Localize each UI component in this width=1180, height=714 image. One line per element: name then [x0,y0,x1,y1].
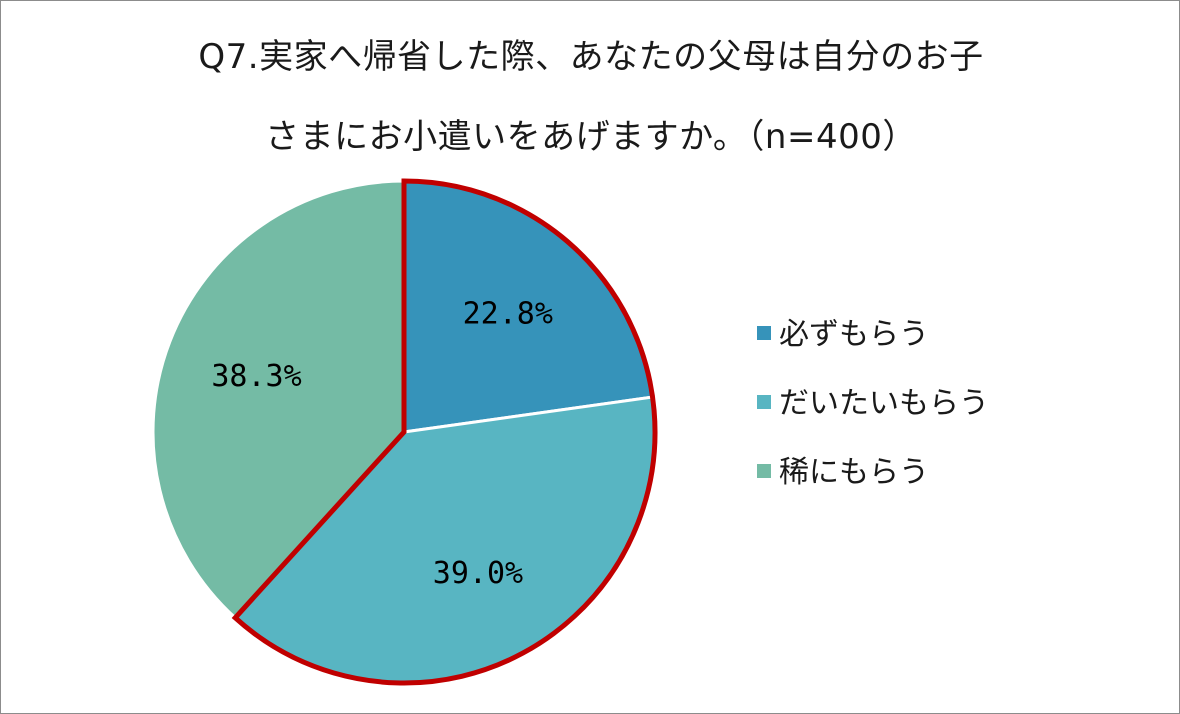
data-labels: 22.8% 39.0% 38.3% [211,297,553,591]
legend-label-2: だいたいもらう [779,386,989,421]
legend-label-3: 稀にもらう [779,455,929,490]
legend-swatch-1 [757,326,771,340]
chart-title-line-1: Q7.実家へ帰省した際、あなたの父母は自分のお子 [198,37,984,77]
highlight-outline-path [231,178,658,686]
legend-swatch-2 [757,395,771,409]
data-label-3: 38.3% [211,359,301,394]
data-label-2: 39.0% [433,556,523,591]
legend-label-1: 必ずもらう [779,317,929,352]
data-label-1: 22.8% [463,297,553,332]
chart-title-line-2: さまにお小遣いをあげますか。（n=400） [265,117,917,157]
highlight-outline [231,178,658,686]
legend-swatch-3 [757,464,771,478]
pie-slice-3 [151,179,406,620]
